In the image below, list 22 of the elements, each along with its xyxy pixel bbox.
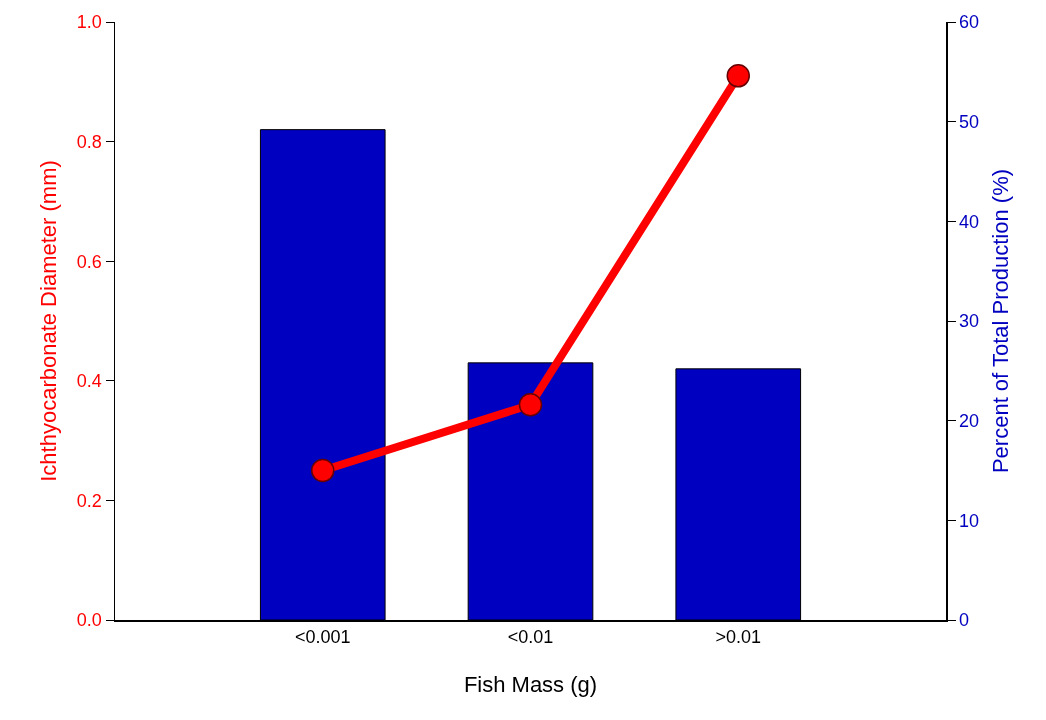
x-tick-label: >0.01	[715, 627, 762, 648]
x-axis-title: Fish Mass (g)	[463, 671, 598, 697]
x-tick-label: <0.001	[294, 627, 351, 648]
y2-tick-label: 20	[959, 410, 980, 431]
y2-tick-label: 40	[959, 211, 980, 232]
y-axis-title: Ichthyocarbonate Diameter (mm)	[35, 160, 61, 482]
y2-tick-label: 60	[959, 12, 980, 33]
y-tick-label: 0.6	[76, 251, 102, 272]
x-tick-label: <0.01	[507, 627, 554, 648]
point	[311, 458, 335, 483]
y-tick-label: 0.2	[76, 490, 102, 511]
y-tick-label: 0.4	[76, 371, 102, 392]
y2-tick-label: 10	[959, 510, 980, 531]
y-tick-label: 0.8	[76, 131, 102, 152]
point	[726, 64, 750, 88]
y-tick-label: 0.0	[76, 610, 102, 631]
y-tick-label: 1.0	[76, 12, 102, 33]
y2-tick-label: 50	[959, 111, 980, 132]
point	[518, 392, 543, 417]
y2-tick-label: 30	[959, 311, 980, 332]
y2-axis-title: Percent of Total Production (%)	[987, 168, 1013, 474]
y2-tick-label: 0	[959, 610, 970, 631]
